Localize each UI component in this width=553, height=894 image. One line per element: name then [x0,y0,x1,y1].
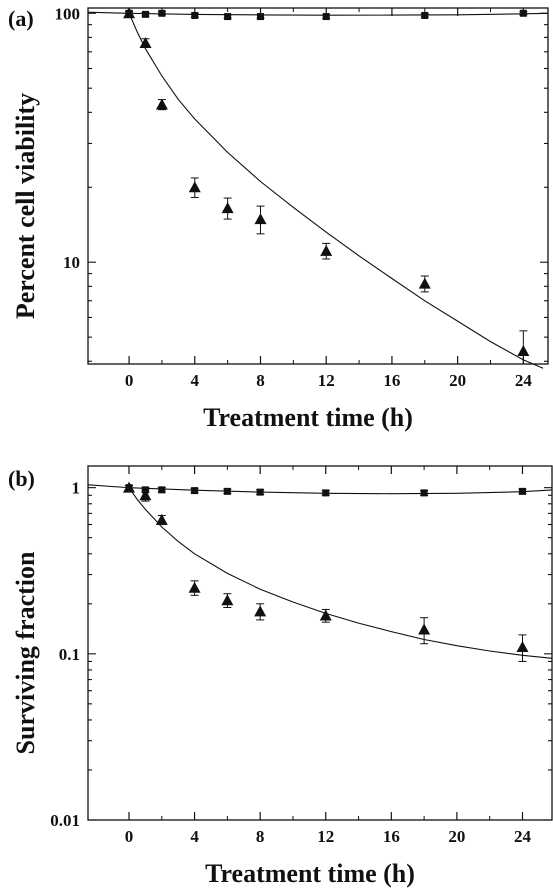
square-marker [158,9,166,17]
square-marker [191,11,199,19]
triangle-marker [122,481,135,493]
triangle-marker [123,7,136,19]
x-tick-label: 20 [449,371,466,390]
x-tick-label: 16 [383,371,400,390]
triangle-marker [188,181,201,193]
triangle-marker [155,98,168,110]
triangle-marker [139,489,152,501]
y-tick-label: 1 [72,479,81,498]
square-marker [191,487,199,495]
x-tick-label: 4 [190,827,199,846]
square-marker [420,489,428,497]
plot-frame [87,465,553,821]
y-axis-title: Percent cell viability [11,93,40,319]
square-marker [224,13,232,21]
y-tick-label: 100 [55,4,81,23]
x-tick-label: 0 [125,371,134,390]
panel-label: (b) [8,466,35,491]
triangle-marker [418,623,431,635]
square-marker [142,10,149,18]
triangle-marker [254,605,267,617]
triangle-marker [516,640,529,652]
fit-curve-1 [87,484,553,495]
chart-panel-a: 0 4 8 12 16 20 24 10 100 (a) Treatment time (h) Per… [8,4,549,432]
square-marker [256,488,264,496]
x-tick-label: 24 [515,371,533,390]
square-marker [518,487,526,495]
x-axis-title: Treatment time (h) [205,859,415,888]
triangle-marker [221,594,234,606]
triangle-marker [139,36,152,48]
x-tick-label: 12 [318,371,335,390]
square-marker [158,486,166,494]
triangle-marker [320,244,333,256]
square-marker [519,9,527,17]
triangle-marker [221,202,234,214]
triangle-marker [319,609,332,621]
fit-curve-1 [87,11,549,16]
x-tick-label: 20 [448,827,465,846]
chart-panel-b: 0 4 8 12 16 20 24 0.01 0.1 1 (b) Treatment time (h)… [8,465,553,888]
fit-curve-2 [128,487,553,659]
x-tick-label: 12 [317,827,334,846]
fit-curve-2 [128,13,544,369]
square-marker [322,489,330,497]
triangle-marker [188,581,201,593]
x-tick-label: 0 [125,827,134,846]
x-tick-label: 16 [383,827,400,846]
x-tick-label: 8 [256,371,265,390]
triangle-marker [517,344,530,356]
triangle-marker [418,277,431,289]
y-tick-label: 10 [63,253,80,272]
x-tick-label: 24 [514,827,532,846]
triangle-marker [254,213,267,225]
square-marker [223,487,231,495]
plot-frame [87,7,549,365]
y-tick-label: 0.1 [59,645,80,664]
y-axis-title: Surviving fraction [11,551,40,754]
square-marker [257,13,264,21]
panel-label: (a) [8,6,34,31]
x-tick-label: 4 [191,371,200,390]
triangle-marker [155,513,168,525]
x-axis-title: Treatment time (h) [203,403,413,432]
y-tick-label: 0.01 [50,811,80,830]
x-tick-label: 8 [256,827,265,846]
square-marker [322,13,330,21]
square-marker [421,11,429,19]
